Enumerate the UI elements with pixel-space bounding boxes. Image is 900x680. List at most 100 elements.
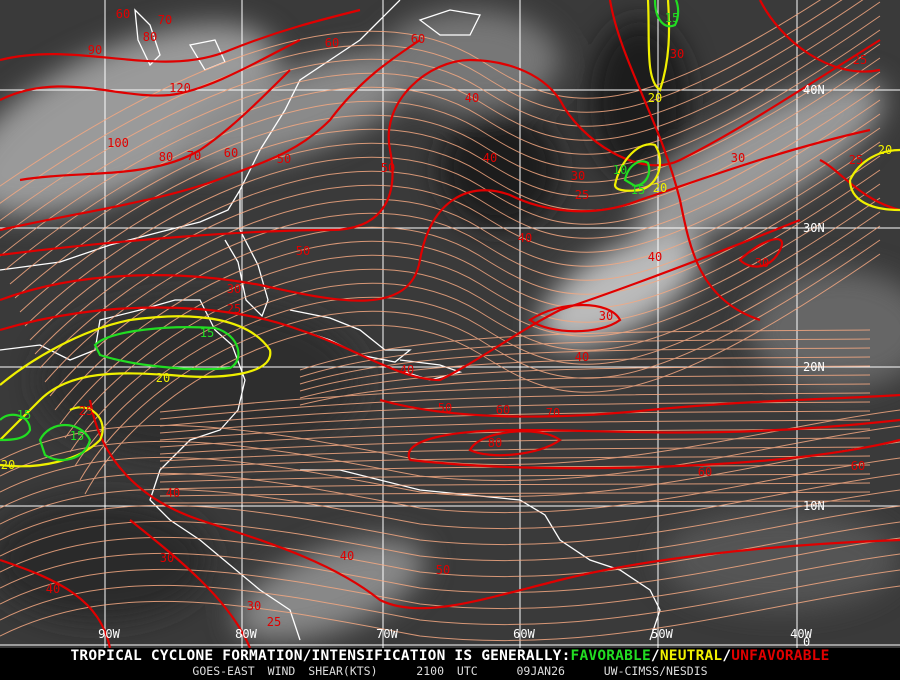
unfavorable-contour-label: 40 (465, 91, 479, 105)
neutral-contours (0, 0, 900, 468)
streamline (19, 71, 881, 313)
unfavorable-contour-label: 120 (169, 81, 191, 95)
unfavorable-contours (0, 0, 900, 648)
longitude-label: 60W (513, 627, 535, 641)
streamline (0, 537, 900, 594)
unfavorable-contour-label: 100 (107, 136, 129, 150)
unfavorable-contour-label: 30 (755, 256, 769, 270)
streamline (0, 569, 900, 626)
streamline (0, 0, 821, 187)
streamline (299, 338, 871, 378)
unfavorable-contour-label: 30 (227, 282, 241, 296)
product-name: GOES-EAST WIND SHEAR(KTS) (192, 664, 378, 678)
favorable-contour-label: 10 (613, 163, 627, 177)
streamline (159, 482, 871, 490)
unfavorable-contour-label: 25 (227, 302, 241, 316)
unfavorable-contour-label: 30 (670, 47, 684, 61)
satellite-clouds (0, 10, 900, 641)
streamline (0, 0, 864, 222)
legend-neutral: NEUTRAL (659, 648, 723, 664)
unfavorable-contour-label: 40 (400, 363, 414, 377)
streamline (159, 491, 871, 497)
streamline (59, 183, 881, 425)
unfavorable-contour-label: 40 (575, 350, 589, 364)
streamline (39, 127, 881, 369)
streamline (159, 437, 871, 455)
streamline (0, 15, 881, 257)
streamline (0, 553, 900, 610)
streamline (159, 392, 871, 420)
streamline (29, 99, 881, 341)
product-info: GOES-EAST WIND SHEAR(KTS) 2100 UTC 09JAN… (0, 664, 900, 678)
legend-unfavorable: UNFAVORABLE (731, 648, 830, 664)
streamline (159, 383, 871, 413)
unfavorable-contour-label: 30 (160, 551, 174, 565)
unfavorable-contour-label: 40 (518, 231, 532, 245)
latitude-label: 10N (803, 499, 825, 513)
streamline (79, 239, 881, 481)
streamlines (0, 0, 900, 642)
unfavorable-contour-label: 50 (381, 161, 395, 175)
unfavorable-contour-label: 70 (187, 149, 201, 163)
longitude-label: 80W (235, 627, 257, 641)
unfavorable-contour-label: 25 (79, 404, 93, 418)
streamline (0, 1, 881, 239)
streamline (0, 441, 900, 498)
streamline (34, 113, 881, 355)
unfavorable-contour-label: 60 (851, 459, 865, 473)
unfavorable-contour-label: 80 (159, 150, 173, 164)
favorable-contour-label: 15 (631, 183, 645, 197)
streamline (74, 225, 881, 467)
streamline (24, 85, 881, 327)
unfavorable-contour-label: 30 (571, 169, 585, 183)
streamline (0, 425, 900, 482)
unfavorable-contour-label: 40 (46, 582, 60, 596)
unfavorable-contour-label: 60 (698, 465, 712, 479)
unfavorable-contour-label: 40 (483, 151, 497, 165)
favorable-contour-label: 15 (665, 11, 679, 25)
streamline (0, 0, 843, 204)
unfavorable-contour-label: 80 (143, 30, 157, 44)
legend-favorable: FAVORABLE (570, 648, 651, 664)
favorable-contours (0, 0, 680, 462)
unfavorable-contour-label: 70 (158, 13, 172, 27)
streamline (159, 419, 871, 441)
unfavorable-contour-label: 60 (496, 403, 510, 417)
unfavorable-contour-label: 50 (296, 244, 310, 258)
favorable-contour-label: 15 (70, 429, 84, 443)
product-source: UW-CIMSS/NESDIS (603, 664, 708, 678)
streamline (54, 169, 881, 411)
unfavorable-contour-label: 30 (599, 309, 613, 323)
unfavorable-contour-label: 50 (436, 563, 450, 577)
streamline (0, 585, 900, 642)
streamline (69, 211, 881, 453)
unfavorable-contour-label: 60 (325, 36, 339, 50)
shear-contours (0, 0, 900, 648)
grid-labels: 90W 80W 70W 60W 50W 40W 40N 30N 20N 10N 0 (98, 83, 825, 648)
streamline (159, 410, 871, 434)
streamline (4, 29, 881, 271)
favorable-contour-label: 15 (200, 326, 214, 340)
streamline (299, 356, 871, 392)
legend-sep: / (722, 648, 732, 664)
unfavorable-contour-label: 50 (277, 152, 291, 166)
streamline (159, 473, 871, 483)
streamline (64, 197, 881, 439)
streamline (159, 446, 871, 462)
streamline (299, 365, 871, 399)
longitude-label: 70W (376, 627, 398, 641)
unfavorable-contour-label: 40 (166, 486, 180, 500)
streamline (159, 500, 871, 504)
neutral-contour-label: 20 (648, 91, 662, 105)
unfavorable-contour-label: 80 (488, 436, 502, 450)
unfavorable-contour-label: 30 (247, 599, 261, 613)
unfavorable-contour-label: 25 (267, 615, 281, 629)
neutral-contour-label: 20 (1, 458, 15, 472)
product-time: 2100 UTC (416, 664, 478, 678)
streamline (0, 505, 900, 562)
unfavorable-contour-label: 40 (648, 250, 662, 264)
unfavorable-contour-label: 60 (411, 32, 425, 46)
formation-legend: TROPICAL CYCLONE FORMATION/INTENSIFICATI… (0, 648, 900, 664)
